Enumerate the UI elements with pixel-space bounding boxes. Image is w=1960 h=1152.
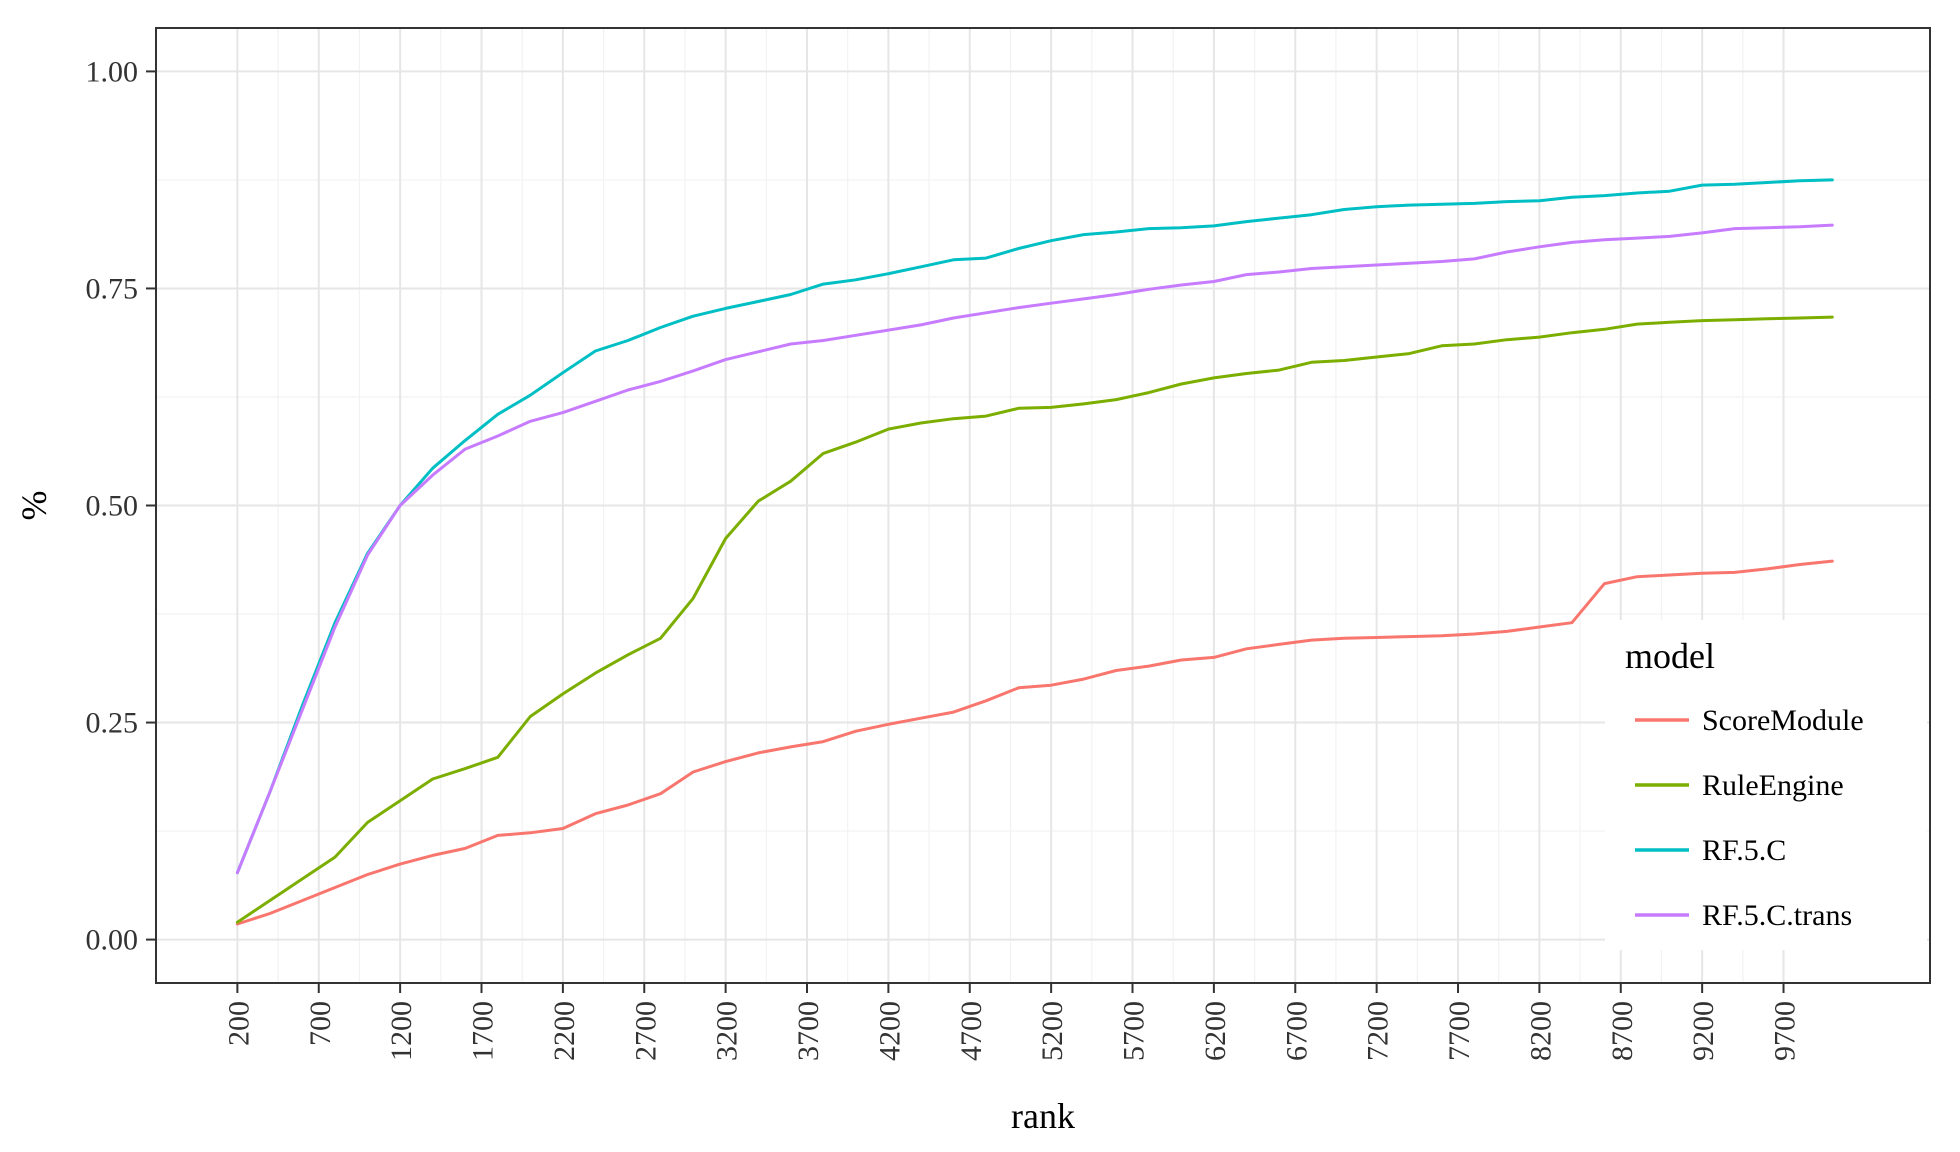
y-tick-label: 1.00 <box>86 55 139 88</box>
x-tick-label: 3700 <box>792 1001 825 1061</box>
x-tick-label: 5200 <box>1036 1001 1069 1061</box>
x-tick-label: 7200 <box>1362 1001 1395 1061</box>
axes: 200 700 1200 1700 2200 2700 3200 3700 4200 4700 52… <box>86 55 1802 1061</box>
x-tick-label: 2200 <box>548 1001 581 1061</box>
legend: model ScoreModule RuleEngine RF.5.C RF.5.C.… <box>1605 620 1927 950</box>
x-tick-label: 4200 <box>873 1001 906 1061</box>
series-line-rf-5-c-trans <box>235 223 1834 875</box>
x-tick-label: 6200 <box>1199 1001 1232 1061</box>
series-line-scoremodule <box>235 559 1834 926</box>
x-axis-title: rank <box>1011 1096 1075 1136</box>
x-tick-label: 200 <box>222 1001 255 1046</box>
y-tick-label: 0.00 <box>86 924 139 957</box>
x-tick-label: 9700 <box>1769 1001 1802 1061</box>
series-layer <box>235 178 1834 926</box>
x-tick-label: 1200 <box>385 1001 418 1061</box>
x-tick-label: 7700 <box>1443 1001 1476 1061</box>
y-tick-label: 0.25 <box>86 707 139 740</box>
legend-title: model <box>1625 636 1715 676</box>
legend-label-rf-5-c-trans: RF.5.C.trans <box>1702 899 1852 932</box>
x-tick-label: 8700 <box>1606 1001 1639 1061</box>
y-axis-title: % <box>14 491 54 521</box>
x-tick-label: 700 <box>304 1001 337 1046</box>
x-tick-label: 2700 <box>629 1001 662 1061</box>
x-tick-label: 4700 <box>955 1001 988 1061</box>
x-tick-label: 8200 <box>1524 1001 1557 1061</box>
series-line-rf-5-c <box>235 178 1834 875</box>
x-tick-label: 5700 <box>1118 1001 1151 1061</box>
legend-label-rf-5-c: RF.5.C <box>1702 834 1786 867</box>
x-tick-label: 6700 <box>1280 1001 1313 1061</box>
x-tick-label: 3200 <box>711 1001 744 1061</box>
series-line-ruleengine <box>235 315 1834 924</box>
y-tick-label: 0.75 <box>86 272 139 305</box>
legend-label-ruleengine: RuleEngine <box>1702 769 1844 802</box>
legend-label-scoremodule: ScoreModule <box>1702 704 1864 737</box>
x-tick-label: 9200 <box>1687 1001 1720 1061</box>
x-tick-label: 1700 <box>467 1001 500 1061</box>
y-tick-label: 0.50 <box>86 490 139 523</box>
